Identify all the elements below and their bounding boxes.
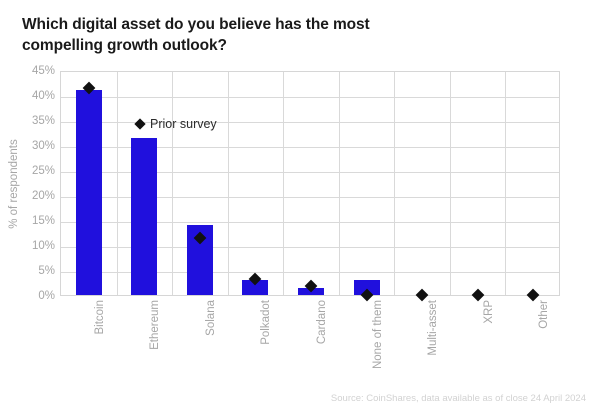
x-axis-tick-label: Polkadot xyxy=(260,300,273,345)
chart-legend: Prior survey xyxy=(134,117,217,131)
gridline-horizontal xyxy=(61,97,559,98)
x-axis-tick-label: XRP xyxy=(482,300,495,324)
x-axis-tick-label: Solana xyxy=(204,300,217,336)
gridline-horizontal xyxy=(61,122,559,123)
x-axis-tick-label: Cardano xyxy=(316,300,328,345)
y-axis-tick-label: 10% xyxy=(31,240,55,252)
bar-ethereum xyxy=(131,137,158,295)
x-axis-tick-label: None of them xyxy=(371,300,384,370)
bar-none-of-them xyxy=(353,280,380,295)
legend-label-prior-survey: Prior survey xyxy=(150,117,217,131)
bar-polkadot xyxy=(242,280,269,295)
y-axis-tick-label: 15% xyxy=(31,215,55,227)
gridline-vertical xyxy=(172,72,174,295)
y-axis-tick-label: 0% xyxy=(38,290,55,302)
gridline-horizontal xyxy=(61,247,559,248)
gridline-horizontal xyxy=(61,222,559,223)
y-axis-tick-label: 30% xyxy=(31,140,55,152)
gridline-horizontal xyxy=(61,172,559,173)
gridline-vertical xyxy=(505,72,507,295)
x-axis-tick-label: Other xyxy=(538,300,551,329)
x-axis-tick-label: Multi-asset xyxy=(427,300,440,356)
chart-title-line-2: compelling growth outlook? xyxy=(22,37,227,54)
plot-area xyxy=(60,71,560,302)
gridline-vertical xyxy=(394,72,396,295)
prior-survey-diamond-icon xyxy=(134,118,146,130)
chart-title: Which digital asset do you believe has t… xyxy=(22,14,492,56)
gridline-horizontal xyxy=(61,197,559,198)
gridline-horizontal xyxy=(61,272,559,273)
x-axis: Bitcoin Ethereum Solana Polkadot Cardano None… xyxy=(60,298,560,376)
gridline-vertical xyxy=(116,72,118,295)
gridline-horizontal xyxy=(61,147,559,148)
y-axis-tick-label: 45% xyxy=(31,65,55,77)
source-note: Source: CoinShares, data available as of… xyxy=(330,393,586,404)
gridline-vertical xyxy=(338,72,340,295)
bar-bitcoin xyxy=(75,90,102,295)
gridline-vertical xyxy=(449,72,451,295)
gridline-vertical xyxy=(283,72,285,295)
y-axis: % of respondents 0% 5% 10% 15% 20% 25% 30% 35% 4… xyxy=(0,65,55,302)
y-axis-tick-label: 5% xyxy=(38,265,55,277)
y-axis-tick-label: 35% xyxy=(31,115,55,127)
chart-title-line-1: Which digital asset do you believe has t… xyxy=(22,16,370,33)
gridline-vertical xyxy=(227,72,229,295)
y-axis-tick-label: 20% xyxy=(31,190,55,202)
y-axis-tick-label: 40% xyxy=(31,90,55,102)
x-axis-tick-label: Bitcoin xyxy=(93,300,106,335)
y-axis-tick-label: 25% xyxy=(31,165,55,177)
x-axis-tick-label: Ethereum xyxy=(149,300,162,350)
